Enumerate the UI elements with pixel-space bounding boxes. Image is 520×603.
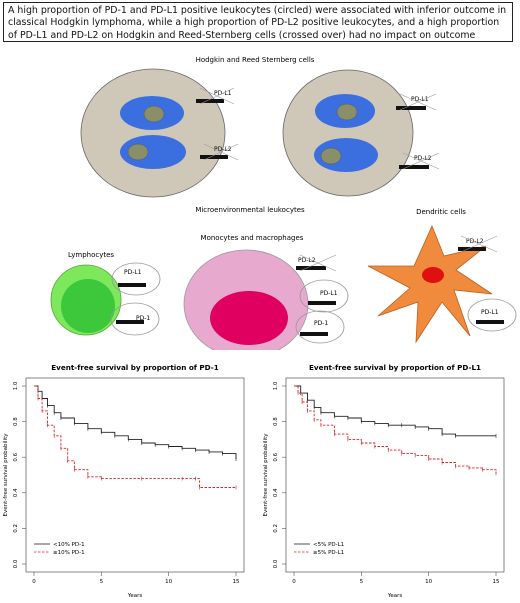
pdl2-label: PD-L2 bbox=[214, 146, 232, 153]
series-line-1 bbox=[294, 385, 497, 474]
y-tick-label: 0.6 bbox=[273, 452, 279, 461]
hrs-cell-left: PD-L1 PD-L2 bbox=[80, 68, 239, 198]
pdl1-label: PD-L1 bbox=[124, 269, 142, 276]
y-axis-label: Event-free survival probability bbox=[3, 433, 9, 517]
pdl1-label: PD-L1 bbox=[481, 309, 499, 316]
survival-chart-pdl1: Event-free survival by proportion of PD-… bbox=[263, 363, 505, 599]
x-tick-label: 15 bbox=[493, 579, 500, 585]
x-tick-label: 5 bbox=[360, 579, 364, 585]
dendritic-nucleus bbox=[422, 267, 444, 283]
y-tick-label: 0.8 bbox=[273, 417, 279, 426]
pdl1-receptor bbox=[396, 106, 426, 110]
y-tick-label: 1.0 bbox=[13, 381, 19, 390]
legend-label: ≥10% PD-1 bbox=[53, 550, 85, 556]
pdl1-circle bbox=[111, 262, 161, 296]
legend-label: ≥5% PD-L1 bbox=[313, 550, 344, 556]
x-tick-label: 5 bbox=[100, 579, 104, 585]
headline-text: A high proportion of PD-1 and PD-L1 posi… bbox=[3, 2, 513, 42]
lymphocyte: Lymphocytes PD-L1 PD-1 bbox=[50, 251, 161, 336]
pdl1-label: PD-L1 bbox=[320, 290, 338, 297]
legend-label: <10% PD-1 bbox=[53, 542, 85, 548]
y-tick-label: 0.2 bbox=[273, 524, 279, 533]
y-tick-label: 0.0 bbox=[273, 559, 279, 568]
survival-chart-pd1: Event-free survival by proportion of PD-… bbox=[3, 363, 245, 599]
pdl2-receptor bbox=[200, 155, 228, 159]
cell-diagram: Hodgkin and Reed Sternberg cells PD-L1 P… bbox=[50, 56, 517, 350]
y-tick-label: 0.2 bbox=[13, 524, 19, 533]
chart-title: Event-free survival by proportion of PD-… bbox=[51, 363, 218, 372]
series-line-1 bbox=[34, 385, 236, 488]
pdl1-receptor bbox=[308, 301, 336, 305]
nucleolus bbox=[127, 143, 149, 161]
y-tick-label: 0.6 bbox=[13, 452, 19, 461]
hrs-cell-right: PD-L1 PD-L2 bbox=[282, 69, 440, 197]
pdl1-receptor bbox=[476, 320, 504, 324]
x-axis-label: Years bbox=[127, 593, 143, 599]
pd1-circle bbox=[295, 310, 345, 344]
pdl1-receptor bbox=[118, 283, 146, 287]
pd1-label: PD-1 bbox=[314, 320, 328, 327]
hrs-cell-body bbox=[80, 68, 226, 198]
pdl1-receptor bbox=[196, 99, 224, 103]
y-tick-label: 0.8 bbox=[13, 417, 19, 426]
x-tick-label: 10 bbox=[165, 579, 172, 585]
monocyte-nucleus bbox=[210, 291, 288, 345]
monocytes-label: Monocytes and macrophages bbox=[201, 234, 304, 242]
series-line-0 bbox=[294, 385, 496, 437]
pdl2-label: PD-L2 bbox=[298, 257, 316, 264]
nucleolus bbox=[320, 147, 342, 165]
pdl2-receptor bbox=[399, 165, 429, 169]
cross-out-line bbox=[399, 93, 437, 111]
pd1-receptor bbox=[116, 320, 144, 324]
plot-frame bbox=[25, 377, 245, 573]
x-tick-label: 0 bbox=[32, 579, 36, 585]
lymphocytes-label: Lymphocytes bbox=[68, 251, 114, 259]
pd1-receptor bbox=[300, 332, 328, 336]
nucleolus bbox=[336, 103, 358, 121]
pdl2-label: PD-L2 bbox=[466, 238, 484, 245]
x-tick-label: 0 bbox=[292, 579, 296, 585]
nucleus bbox=[120, 135, 186, 169]
pdl2-receptor bbox=[296, 266, 326, 270]
pdl2-label: PD-L2 bbox=[414, 155, 432, 162]
hrs-cell-body bbox=[282, 69, 414, 197]
nucleolus bbox=[143, 105, 165, 123]
cross-out-line bbox=[460, 235, 498, 253]
dendritic-label: Dendritic cells bbox=[416, 208, 466, 216]
y-tick-label: 0.4 bbox=[273, 488, 279, 497]
pd1-circle bbox=[110, 302, 160, 336]
pdl1-circle bbox=[467, 298, 517, 332]
lymphocyte-nucleus bbox=[61, 279, 115, 333]
plot-frame bbox=[285, 377, 505, 573]
pdl1-label: PD-L1 bbox=[411, 96, 429, 103]
pd1-label: PD-1 bbox=[136, 315, 150, 322]
x-axis-label: Years bbox=[387, 593, 403, 599]
y-axis-label: Event-free survival probability bbox=[263, 433, 269, 517]
cross-out-line bbox=[299, 254, 337, 272]
hrs-title: Hodgkin and Reed Sternberg cells bbox=[196, 56, 315, 64]
pdl1-circle bbox=[299, 279, 349, 313]
cross-out-line bbox=[402, 152, 440, 170]
monocyte: Monocytes and macrophages PD-L2 PD-L1 PD… bbox=[183, 234, 349, 350]
cross-out-line bbox=[199, 87, 235, 105]
pdl2-receptor bbox=[458, 247, 486, 251]
chart-title: Event-free survival by proportion of PD-… bbox=[309, 363, 481, 372]
y-tick-label: 0.0 bbox=[13, 559, 19, 568]
cross-out-line bbox=[203, 143, 239, 161]
x-tick-label: 15 bbox=[233, 579, 240, 585]
x-tick-label: 10 bbox=[425, 579, 432, 585]
legend-label: <5% PD-L1 bbox=[313, 542, 344, 548]
dendritic-cell: Dendritic cells PD-L2 PD-L1 bbox=[367, 208, 517, 344]
micro-title: Microenvironmental leukocytes bbox=[195, 206, 305, 214]
y-tick-label: 1.0 bbox=[273, 381, 279, 390]
y-tick-label: 0.4 bbox=[13, 488, 19, 497]
dendritic-body bbox=[367, 224, 493, 344]
